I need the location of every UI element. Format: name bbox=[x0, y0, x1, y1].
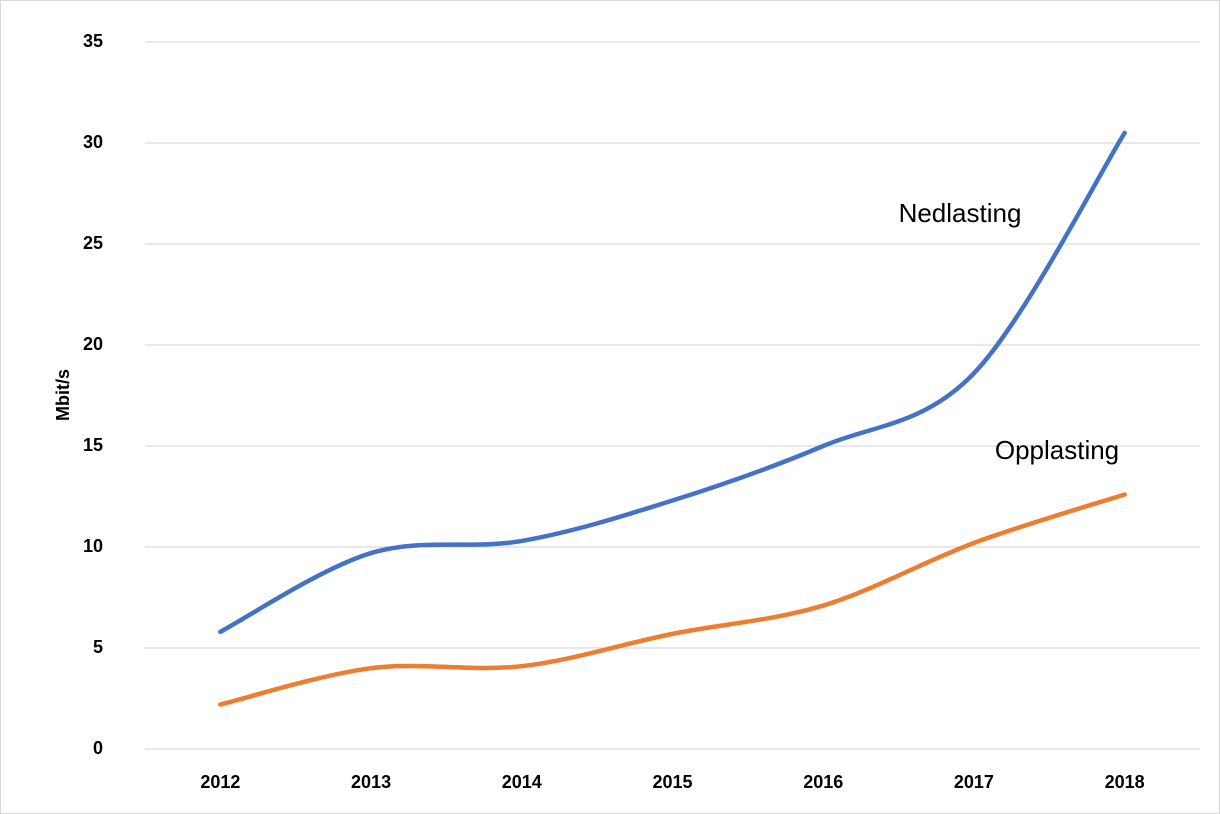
y-tick-label: 25 bbox=[83, 233, 103, 253]
series-label: Nedlasting bbox=[899, 198, 1022, 228]
x-tick-label: 2016 bbox=[803, 772, 843, 792]
line-series bbox=[218, 130, 1127, 635]
y-tick-label: 30 bbox=[83, 132, 103, 152]
y-tick-label: 15 bbox=[83, 435, 103, 455]
y-tick-label: 5 bbox=[93, 637, 103, 657]
y-tick-label: 35 bbox=[83, 31, 103, 51]
x-tick-label: 2017 bbox=[954, 772, 994, 792]
y-tick-label: 0 bbox=[93, 738, 103, 758]
x-tick-label: 2015 bbox=[652, 772, 692, 792]
x-tick-label: 2014 bbox=[502, 772, 542, 792]
y-tick-label: 10 bbox=[83, 536, 103, 556]
line-series bbox=[218, 492, 1127, 707]
y-tick-label: 20 bbox=[83, 334, 103, 354]
series-label: Opplasting bbox=[995, 435, 1119, 465]
x-tick-label: 2012 bbox=[200, 772, 240, 792]
x-tick-label: 2018 bbox=[1105, 772, 1145, 792]
x-tick-label: 2013 bbox=[351, 772, 391, 792]
y-axis-label: Mbit/s bbox=[53, 369, 73, 421]
